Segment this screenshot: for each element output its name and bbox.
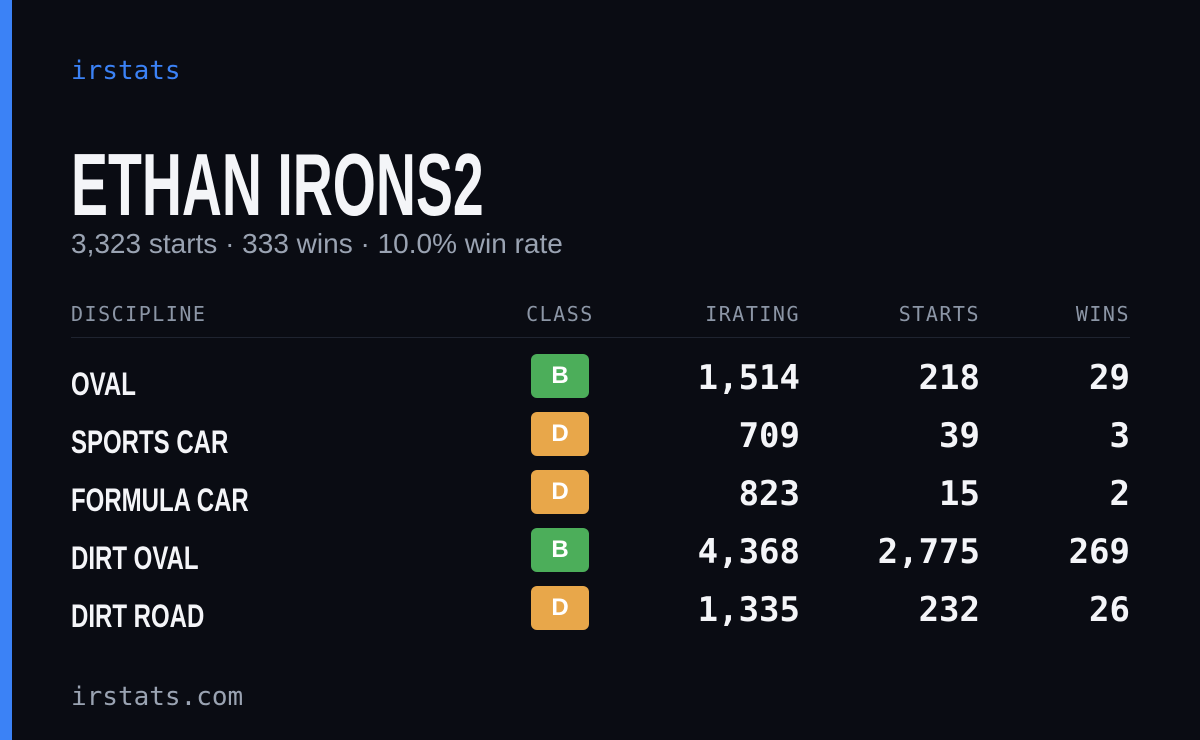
irating: 823 — [738, 474, 800, 514]
discipline: DIRT ROAD — [71, 598, 205, 634]
class-badge: B — [531, 354, 589, 398]
wins: 2 — [1109, 474, 1130, 514]
header-wins: WINS — [1075, 302, 1130, 326]
starts: 232 — [918, 590, 980, 630]
starts: 39 — [939, 416, 980, 456]
discipline: SPORTS CAR — [71, 424, 229, 460]
wins: 29 — [1089, 358, 1130, 398]
irating: 709 — [738, 416, 800, 456]
irating: 4,368 — [697, 532, 800, 572]
header-irating: IRATING — [705, 302, 800, 326]
starts: 218 — [918, 358, 980, 398]
header-divider — [71, 337, 1130, 338]
footer-link: irstats.com — [71, 682, 244, 712]
starts: 2,775 — [877, 532, 980, 572]
summary: 3,323 starts · 333 wins · 10.0% win rate — [71, 228, 563, 259]
accent-bar — [0, 0, 12, 740]
starts: 15 — [939, 474, 980, 514]
class-badge: D — [531, 412, 589, 456]
player-name: ETHAN IRONS2 — [71, 135, 484, 234]
discipline: DIRT OVAL — [71, 540, 199, 576]
wins: 26 — [1089, 590, 1130, 630]
irating: 1,335 — [697, 590, 800, 630]
discipline: OVAL — [71, 366, 136, 402]
discipline: FORMULA CAR — [71, 482, 249, 518]
class-badge: D — [531, 586, 589, 630]
header-starts: STARTS — [898, 302, 980, 326]
class-badge: B — [531, 528, 589, 572]
class-badge: D — [531, 470, 589, 514]
wins: 269 — [1068, 532, 1130, 572]
header-discipline: DISCIPLINE — [71, 302, 207, 326]
wins: 3 — [1109, 416, 1130, 456]
irating: 1,514 — [697, 358, 800, 398]
brand: irstats — [71, 56, 181, 86]
header-class: CLASS — [526, 302, 594, 326]
